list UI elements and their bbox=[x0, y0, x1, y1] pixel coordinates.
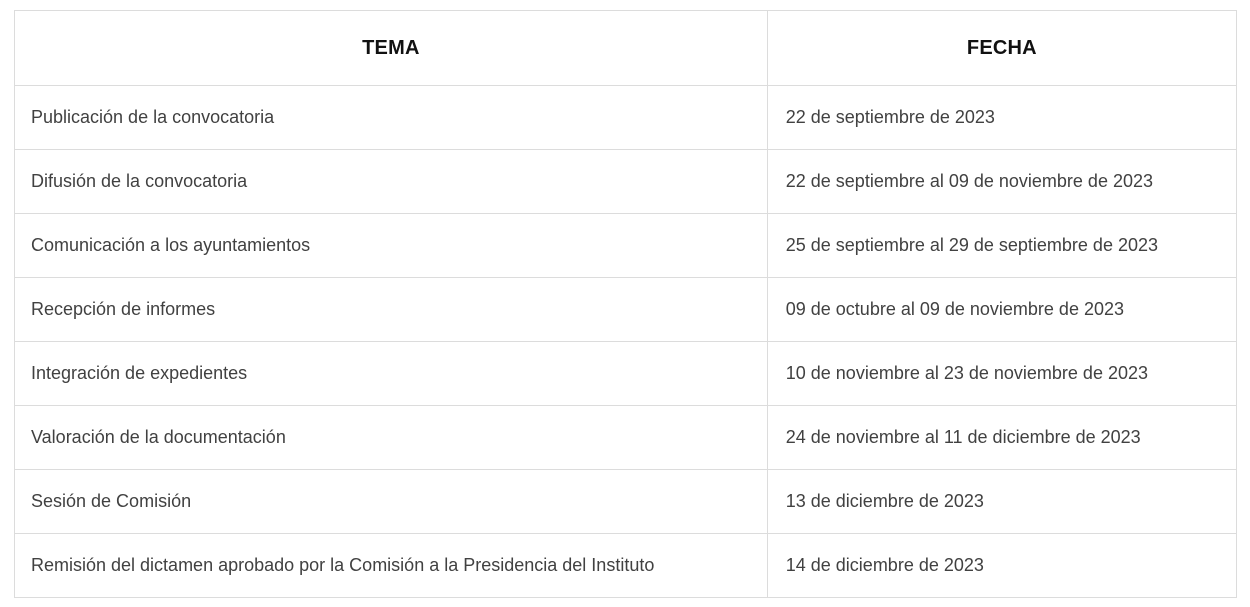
table-cell-fecha: 24 de noviembre al 11 de diciembre de 20… bbox=[766, 405, 1238, 470]
table-cell-tema: Publicación de la convocatoria bbox=[14, 85, 768, 150]
table-row: Recepción de informes 09 de octubre al 0… bbox=[14, 277, 1238, 342]
table-cell-fecha: 25 de septiembre al 29 de septiembre de … bbox=[766, 213, 1238, 278]
table-row: Sesión de Comisión 13 de diciembre de 20… bbox=[14, 469, 1238, 534]
table-body: Publicación de la convocatoria 22 de sep… bbox=[14, 85, 1238, 598]
table-cell-tema: Valoración de la documentación bbox=[14, 405, 768, 470]
table-cell-tema: Comunicación a los ayuntamientos bbox=[14, 213, 768, 278]
table-row: Valoración de la documentación 24 de nov… bbox=[14, 405, 1238, 470]
table-cell-fecha: 22 de septiembre al 09 de noviembre de 2… bbox=[766, 149, 1238, 214]
table-cell-tema: Sesión de Comisión bbox=[14, 469, 768, 534]
table-row: Difusión de la convocatoria 22 de septie… bbox=[14, 149, 1238, 214]
table-cell-fecha: 09 de octubre al 09 de noviembre de 2023 bbox=[766, 277, 1238, 342]
table-cell-fecha: 13 de diciembre de 2023 bbox=[766, 469, 1238, 534]
table-cell-fecha: 22 de septiembre de 2023 bbox=[766, 85, 1238, 150]
table-cell-tema: Remisión del dictamen aprobado por la Co… bbox=[14, 533, 768, 598]
table-cell-fecha: 10 de noviembre al 23 de noviembre de 20… bbox=[766, 341, 1238, 406]
table-row: Publicación de la convocatoria 22 de sep… bbox=[14, 85, 1238, 150]
table-row: Integración de expedientes 10 de noviemb… bbox=[14, 341, 1238, 406]
column-header-tema: TEMA bbox=[14, 10, 768, 86]
table-row: Remisión del dictamen aprobado por la Co… bbox=[14, 533, 1238, 598]
column-header-fecha: FECHA bbox=[766, 10, 1238, 86]
table-cell-tema: Recepción de informes bbox=[14, 277, 768, 342]
header-row: TEMA FECHA bbox=[14, 10, 1238, 86]
table-header: TEMA FECHA bbox=[14, 10, 1238, 86]
table-row: Comunicación a los ayuntamientos 25 de s… bbox=[14, 213, 1238, 278]
table-cell-tema: Integración de expedientes bbox=[14, 341, 768, 406]
table-cell-tema: Difusión de la convocatoria bbox=[14, 149, 768, 214]
table-cell-fecha: 14 de diciembre de 2023 bbox=[766, 533, 1238, 598]
schedule-table: TEMA FECHA Publicación de la convocatori… bbox=[14, 10, 1238, 598]
